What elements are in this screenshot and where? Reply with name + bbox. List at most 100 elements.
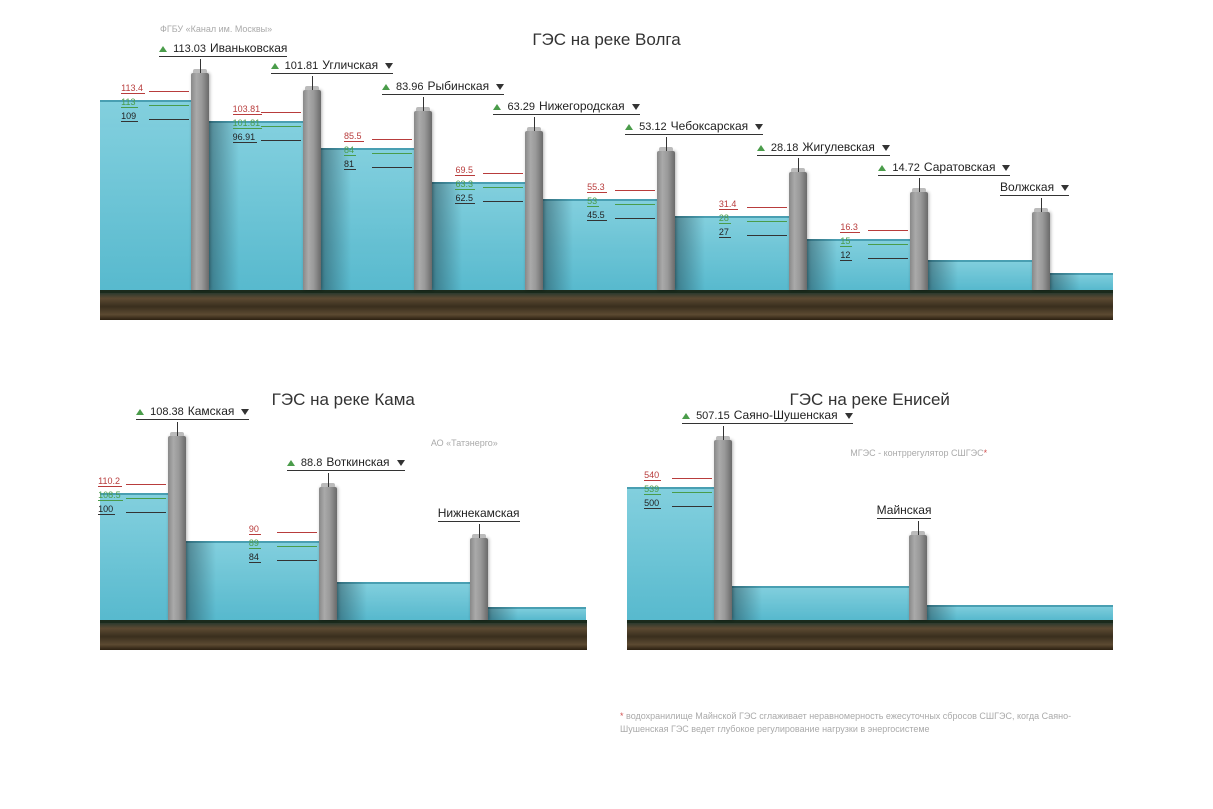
level-value-green: 108.5 bbox=[98, 490, 123, 501]
level-value-red: 113.4 bbox=[121, 83, 145, 94]
level-value-black: 45.5 bbox=[587, 210, 607, 221]
footnote-text: водохранилище Майнской ГЭС сглаживает не… bbox=[620, 711, 1071, 734]
level-line-red bbox=[615, 190, 655, 191]
dam-shadow bbox=[488, 607, 518, 620]
dam-shadow bbox=[732, 586, 762, 620]
chart-kama: ГЭС на реке Кама 108.38Камская110.2108.5… bbox=[100, 380, 587, 650]
level-value-black: 109 bbox=[121, 111, 138, 122]
chevron-down-icon[interactable] bbox=[845, 413, 853, 419]
up-arrow-icon bbox=[271, 63, 279, 69]
level-value-red: 69.5 bbox=[455, 165, 475, 176]
level-value-black: 12 bbox=[840, 250, 852, 261]
leader-line bbox=[328, 473, 329, 487]
star-icon: * bbox=[984, 448, 988, 458]
level-line-green bbox=[372, 153, 412, 154]
dam-kama-0 bbox=[168, 436, 186, 620]
level-line-red bbox=[372, 139, 412, 140]
dam-label-6[interactable]: 14.72 Саратовская bbox=[878, 160, 1010, 178]
level-line-red bbox=[672, 478, 712, 479]
level-line-black bbox=[868, 258, 908, 259]
level-line-green bbox=[868, 244, 908, 245]
canvas-volga: 113.03Иваньковская113.4113109101.81Углич… bbox=[100, 60, 1113, 320]
dam-top-value: 507.15 bbox=[696, 410, 730, 422]
leader-line bbox=[312, 76, 313, 90]
up-arrow-icon bbox=[287, 460, 295, 466]
level-value-black: 100 bbox=[98, 504, 115, 515]
note-fgbu: ФГБУ «Канал им. Москвы» bbox=[160, 24, 272, 34]
dam-label-0[interactable]: 507.15Саяно-Шушенская bbox=[682, 408, 853, 426]
dam-label-1[interactable]: 101.81Угличская bbox=[271, 58, 394, 76]
chevron-down-icon[interactable] bbox=[496, 84, 504, 90]
chart-yenisei: ГЭС на реке Енисей 507.15Саяно-Шушенская… bbox=[627, 380, 1114, 650]
dam-top-value: 101.81 bbox=[285, 60, 319, 72]
dam-top-value: 63.29 bbox=[507, 101, 535, 113]
chevron-down-icon[interactable] bbox=[632, 104, 640, 110]
leader-line bbox=[534, 117, 535, 131]
dam-yenisei-1 bbox=[909, 535, 927, 621]
footnote: * водохранилище Майнской ГЭС сглаживает … bbox=[620, 710, 1113, 735]
level-value-green: 84 bbox=[344, 145, 356, 156]
dam-shadow bbox=[1050, 273, 1080, 290]
level-value-black: 96.91 bbox=[233, 132, 258, 143]
dam-shadow bbox=[186, 541, 216, 620]
chevron-down-icon[interactable] bbox=[241, 409, 249, 415]
level-line-red bbox=[868, 230, 908, 231]
level-line-green bbox=[747, 221, 787, 222]
dam-name-text: Угличская bbox=[322, 58, 378, 72]
dam-top-value: 108.38 bbox=[150, 406, 184, 418]
dam-label-4[interactable]: 53.12Чебоксарская bbox=[625, 119, 763, 137]
level-line-black bbox=[372, 167, 412, 168]
up-arrow-icon bbox=[136, 409, 144, 415]
dam-label-1[interactable]: 88.8Воткинская bbox=[287, 455, 405, 473]
dam-name-text: Саратовская bbox=[924, 160, 996, 174]
dam-label-2: Нижнекамская bbox=[438, 506, 520, 524]
dam-label-5[interactable]: 28.18Жигулевская bbox=[757, 140, 890, 158]
up-arrow-icon bbox=[878, 165, 886, 171]
footnote-star: * bbox=[620, 711, 624, 721]
dam-label-3[interactable]: 63.29 Нижегородская bbox=[493, 99, 639, 117]
dam-volga-1 bbox=[303, 90, 321, 290]
level-line-black bbox=[126, 512, 166, 513]
chevron-down-icon[interactable] bbox=[1061, 185, 1069, 191]
dam-label-2[interactable]: 83.96Рыбинская bbox=[382, 79, 504, 97]
dam-name-text: Воткинская bbox=[326, 455, 389, 469]
dam-top-value: 14.72 bbox=[892, 162, 920, 174]
dam-name-text: Нижегородская bbox=[539, 99, 625, 113]
dam-volga-4 bbox=[657, 151, 675, 290]
level-line-black bbox=[149, 119, 189, 120]
level-value-red: 540 bbox=[644, 470, 661, 481]
leader-line bbox=[798, 158, 799, 172]
level-value-green: 539 bbox=[644, 484, 661, 495]
leader-line bbox=[423, 97, 424, 111]
dam-label-0[interactable]: 108.38Камская bbox=[136, 404, 249, 422]
level-line-red bbox=[277, 532, 317, 533]
dam-top-value: 28.18 bbox=[771, 142, 799, 154]
level-line-red bbox=[483, 173, 523, 174]
dam-volga-7 bbox=[1032, 212, 1050, 290]
dam-shadow bbox=[209, 121, 239, 290]
level-line-green bbox=[126, 498, 166, 499]
chevron-down-icon[interactable] bbox=[882, 145, 890, 151]
dam-name-text: Волжская bbox=[1000, 180, 1054, 194]
up-arrow-icon bbox=[159, 46, 167, 52]
level-value-black: 27 bbox=[719, 227, 731, 238]
level-value-red: 55.3 bbox=[587, 182, 607, 193]
dam-volga-3 bbox=[525, 131, 543, 290]
level-value-green: 101.81 bbox=[233, 118, 263, 129]
level-line-green bbox=[615, 204, 655, 205]
level-line-black bbox=[483, 201, 523, 202]
chevron-down-icon[interactable] bbox=[385, 63, 393, 69]
chart-volga: ФГБУ «Канал им. Москвы» ГЭС на реке Волг… bbox=[100, 30, 1113, 320]
dam-name-text: Чебоксарская bbox=[671, 119, 749, 133]
dam-label-7[interactable]: Волжская bbox=[1000, 180, 1069, 198]
level-value-black: 84 bbox=[249, 552, 261, 563]
level-value-red: 31.4 bbox=[719, 199, 739, 210]
leader-line bbox=[723, 426, 724, 440]
chevron-down-icon[interactable] bbox=[1002, 165, 1010, 171]
dam-shadow bbox=[927, 605, 957, 620]
dam-label-0: 113.03Иваньковская bbox=[159, 41, 287, 59]
chevron-down-icon[interactable] bbox=[755, 124, 763, 130]
chevron-down-icon[interactable] bbox=[397, 460, 405, 466]
level-line-black bbox=[261, 140, 301, 141]
level-value-red: 110.2 bbox=[98, 476, 122, 487]
